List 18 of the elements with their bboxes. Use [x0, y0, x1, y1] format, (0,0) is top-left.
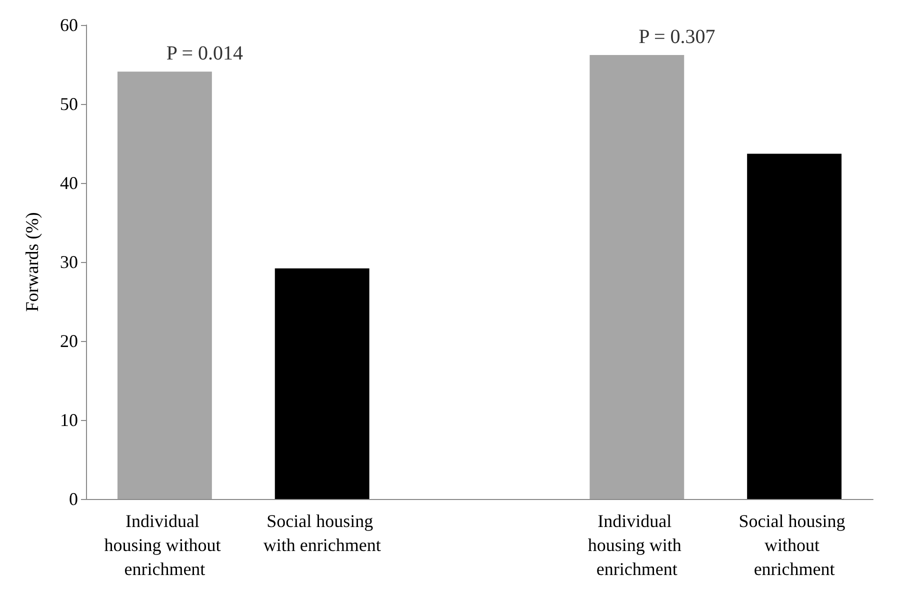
y-tick-label: 40	[60, 173, 78, 193]
y-axis-title: Forwards (%)	[22, 212, 42, 312]
bar	[590, 55, 684, 499]
x-tick-label: Individual housing with enrichment	[588, 511, 686, 579]
bar	[274, 268, 370, 499]
y-tick-label: 0	[69, 489, 78, 509]
annotation: P = 0.014	[166, 42, 244, 65]
y-tick-label: 60	[60, 15, 78, 35]
annotation: P = 0.307	[638, 26, 716, 48]
y-tick-label: 30	[60, 252, 78, 272]
y-tick-label: 50	[60, 94, 78, 114]
bar	[117, 72, 212, 499]
x-tick-label: Individual housing without enrichment	[104, 511, 226, 579]
bar	[747, 154, 842, 499]
y-tick-label: 20	[60, 331, 78, 351]
y-tick-label: 10	[60, 410, 78, 430]
x-tick-label: Social housing without enrichment	[738, 511, 850, 579]
x-tick-label: Social housing with enrichment	[263, 511, 381, 555]
